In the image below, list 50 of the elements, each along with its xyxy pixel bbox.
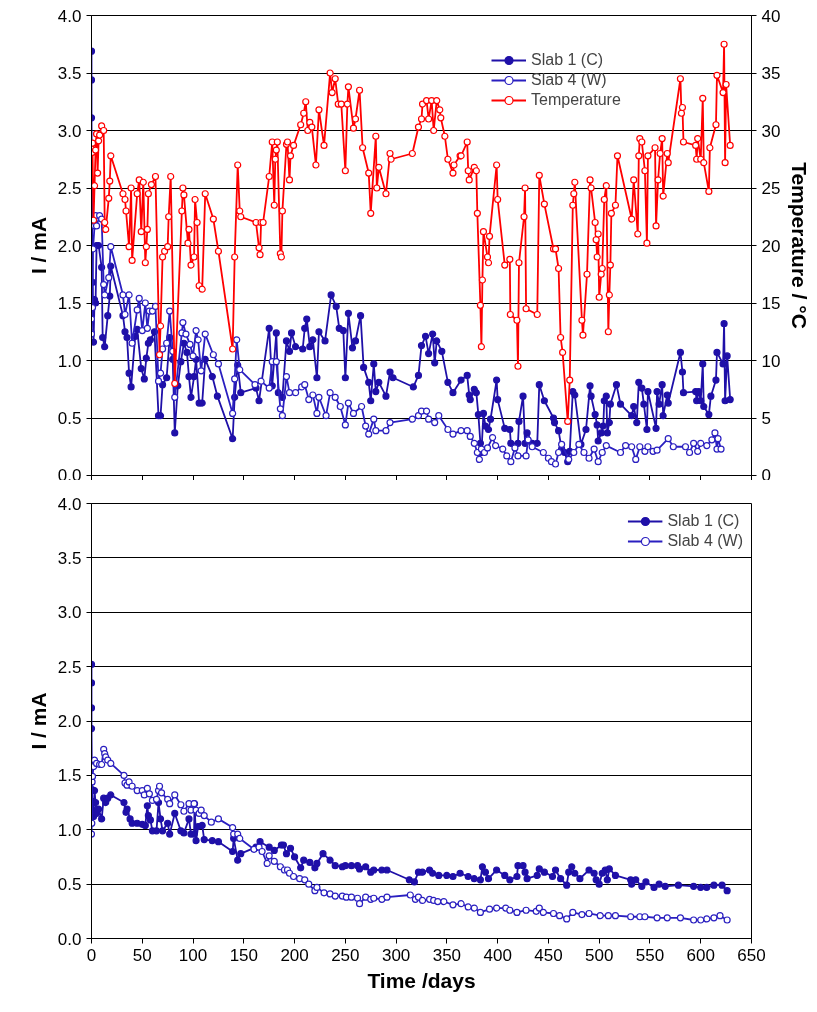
y2-axis-title: Temperature / °C bbox=[788, 162, 812, 329]
y-tick-label: 1.0 bbox=[57, 820, 82, 840]
x-axis-title: Time /days bbox=[367, 968, 476, 992]
y-tick-label: 4.0 bbox=[57, 6, 82, 26]
y2-tick-label: 0 bbox=[761, 465, 771, 485]
y-tick-label: 3.5 bbox=[57, 548, 82, 568]
y2-tick-label: 15 bbox=[761, 294, 781, 313]
y2-tick-label: 5 bbox=[761, 409, 771, 428]
x-tick-label: 350 bbox=[432, 945, 462, 965]
x-tick-label: 250 bbox=[331, 945, 360, 965]
y-tick-label: 0.0 bbox=[57, 465, 82, 485]
x-tick-label: 300 bbox=[381, 945, 411, 965]
x-tick-label: 100 bbox=[178, 945, 208, 965]
y-tick-label: 2.0 bbox=[57, 236, 82, 256]
y-tick-label: 1.0 bbox=[57, 351, 82, 371]
y-tick-label: 2.5 bbox=[57, 179, 82, 198]
y-tick-label: 2.5 bbox=[57, 657, 82, 677]
y-tick-label: 3.0 bbox=[57, 121, 82, 141]
y-axis-title: I / mA bbox=[26, 216, 50, 275]
x-tick-label: 0 bbox=[86, 945, 97, 965]
x-tick-label: 550 bbox=[635, 945, 665, 965]
y2-tick-label: 30 bbox=[761, 121, 781, 141]
x-tick-label: 500 bbox=[585, 945, 614, 965]
x-tick-label: 200 bbox=[280, 945, 309, 965]
y2-tick-label: 25 bbox=[761, 179, 781, 198]
legend-label: Slab 4 (W) bbox=[531, 71, 607, 89]
y-tick-label: 3.5 bbox=[57, 64, 82, 83]
legend-label: Slab 4 (W) bbox=[667, 532, 743, 550]
x-tick-label: 50 bbox=[132, 945, 152, 965]
x-tick-label: 650 bbox=[737, 945, 766, 965]
y2-tick-label: 40 bbox=[761, 6, 781, 26]
y-tick-label: 1.5 bbox=[57, 766, 82, 786]
y-tick-label: 3.0 bbox=[57, 603, 82, 623]
y-tick-label: 0.0 bbox=[57, 929, 82, 949]
y-axis-title: I / mA bbox=[26, 692, 50, 750]
x-tick-label: 450 bbox=[534, 945, 563, 965]
y-tick-label: 0.5 bbox=[57, 875, 82, 895]
y-tick-label: 1.5 bbox=[57, 294, 82, 313]
y2-tick-label: 35 bbox=[761, 64, 781, 83]
x-tick-label: 400 bbox=[483, 945, 512, 965]
y-tick-label: 4.0 bbox=[57, 494, 82, 514]
legend-label: Temperature bbox=[531, 91, 621, 109]
legend-label: Slab 1 (C) bbox=[531, 51, 604, 69]
x-tick-label: 600 bbox=[686, 945, 715, 965]
x-tick-label: 150 bbox=[229, 945, 258, 965]
y2-tick-label: 10 bbox=[761, 351, 781, 371]
legend-label: Slab 1 (C) bbox=[667, 512, 740, 530]
y-tick-label: 2.0 bbox=[57, 712, 82, 731]
y-tick-label: 0.5 bbox=[57, 409, 82, 428]
y2-tick-label: 20 bbox=[761, 236, 781, 256]
